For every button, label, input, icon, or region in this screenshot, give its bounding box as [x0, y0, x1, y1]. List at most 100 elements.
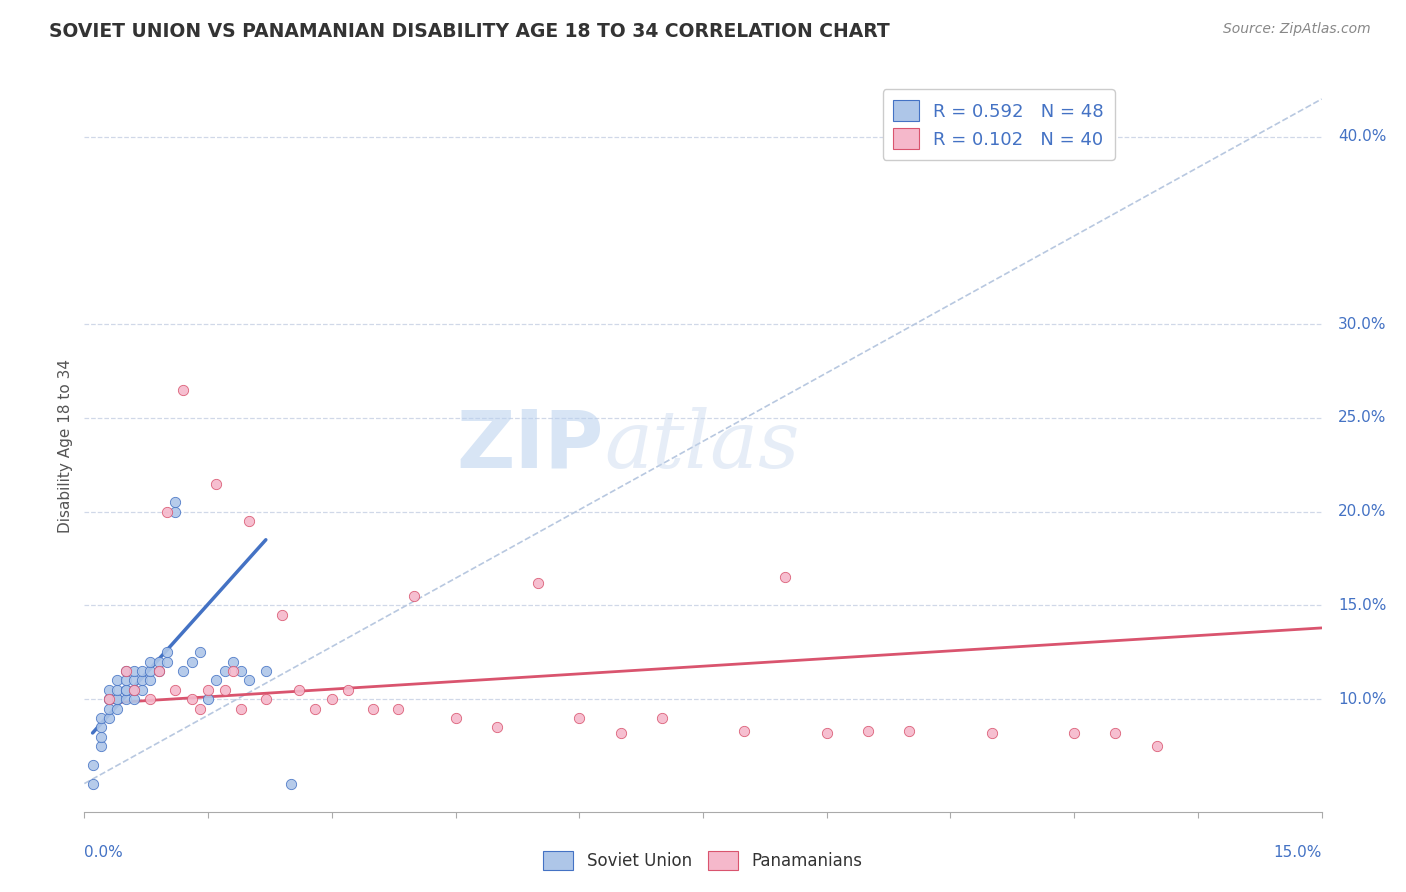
Legend: Soviet Union, Panamanians: Soviet Union, Panamanians [537, 844, 869, 877]
Point [131, 664, 153, 678]
Point [229, 701, 252, 715]
Point [165, 505, 187, 519]
Point [288, 682, 311, 697]
Point [156, 655, 179, 669]
Point [148, 655, 170, 669]
Point [156, 645, 179, 659]
Point [131, 682, 153, 697]
Text: 40.0%: 40.0% [1339, 129, 1386, 144]
Point [98, 701, 121, 715]
Point [90, 730, 112, 744]
Point [98, 682, 121, 697]
Point [114, 673, 136, 688]
Point [139, 655, 162, 669]
Point [280, 776, 302, 790]
Text: SOVIET UNION VS PANAMANIAN DISABILITY AGE 18 TO 34 CORRELATION CHART: SOVIET UNION VS PANAMANIAN DISABILITY AG… [49, 22, 890, 41]
Text: atlas: atlas [605, 408, 800, 484]
Text: Source: ZipAtlas.com: Source: ZipAtlas.com [1223, 22, 1371, 37]
Point [222, 664, 245, 678]
Point [651, 711, 673, 725]
Point [82, 776, 104, 790]
Point [197, 692, 219, 706]
Point [105, 682, 128, 697]
Point [980, 726, 1002, 740]
Point [188, 645, 211, 659]
Point [114, 664, 136, 678]
Point [254, 692, 277, 706]
Point [214, 682, 236, 697]
Point [148, 664, 170, 678]
Text: 30.0%: 30.0% [1339, 317, 1386, 332]
Point [131, 673, 153, 688]
Point [1146, 739, 1168, 753]
Point [898, 724, 921, 739]
Point [165, 495, 187, 509]
Text: 20.0%: 20.0% [1339, 504, 1386, 519]
Point [105, 701, 128, 715]
Point [404, 589, 426, 603]
Point [321, 692, 343, 706]
Point [337, 682, 360, 697]
Text: ZIP: ZIP [457, 407, 605, 485]
Point [122, 692, 145, 706]
Point [114, 682, 136, 697]
Point [98, 711, 121, 725]
Point [156, 505, 179, 519]
Point [205, 476, 228, 491]
Point [444, 711, 467, 725]
Point [90, 711, 112, 725]
Point [568, 711, 591, 725]
Point [188, 701, 211, 715]
Text: 0.0%: 0.0% [84, 846, 124, 861]
Point [361, 701, 384, 715]
Point [139, 673, 162, 688]
Point [609, 726, 631, 740]
Point [254, 664, 277, 678]
Text: 15.0%: 15.0% [1274, 846, 1322, 861]
Point [98, 692, 121, 706]
Point [114, 682, 136, 697]
Point [485, 720, 508, 734]
Point [271, 607, 294, 622]
Point [180, 655, 202, 669]
Point [172, 383, 194, 397]
Point [387, 701, 409, 715]
Point [82, 757, 104, 772]
Point [180, 692, 202, 706]
Point [105, 692, 128, 706]
Text: 10.0%: 10.0% [1339, 691, 1386, 706]
Point [304, 701, 326, 715]
Point [856, 724, 879, 739]
Point [90, 720, 112, 734]
Text: 15.0%: 15.0% [1339, 598, 1386, 613]
Y-axis label: Disability Age 18 to 34: Disability Age 18 to 34 [58, 359, 73, 533]
Point [238, 514, 260, 528]
Point [527, 575, 550, 590]
Point [815, 726, 838, 740]
Point [114, 692, 136, 706]
Point [122, 664, 145, 678]
Point [148, 664, 170, 678]
Point [98, 692, 121, 706]
Point [1063, 726, 1085, 740]
Point [172, 664, 194, 678]
Point [122, 682, 145, 697]
Point [139, 692, 162, 706]
Point [229, 664, 252, 678]
Point [197, 682, 219, 697]
Point [733, 724, 755, 739]
Point [114, 664, 136, 678]
Point [98, 692, 121, 706]
Point [139, 664, 162, 678]
Point [105, 673, 128, 688]
Point [214, 664, 236, 678]
Point [122, 682, 145, 697]
Point [238, 673, 260, 688]
Text: 25.0%: 25.0% [1339, 410, 1386, 425]
Point [1104, 726, 1126, 740]
Point [105, 692, 128, 706]
Point [122, 673, 145, 688]
Point [205, 673, 228, 688]
Point [90, 739, 112, 753]
Point [165, 682, 187, 697]
